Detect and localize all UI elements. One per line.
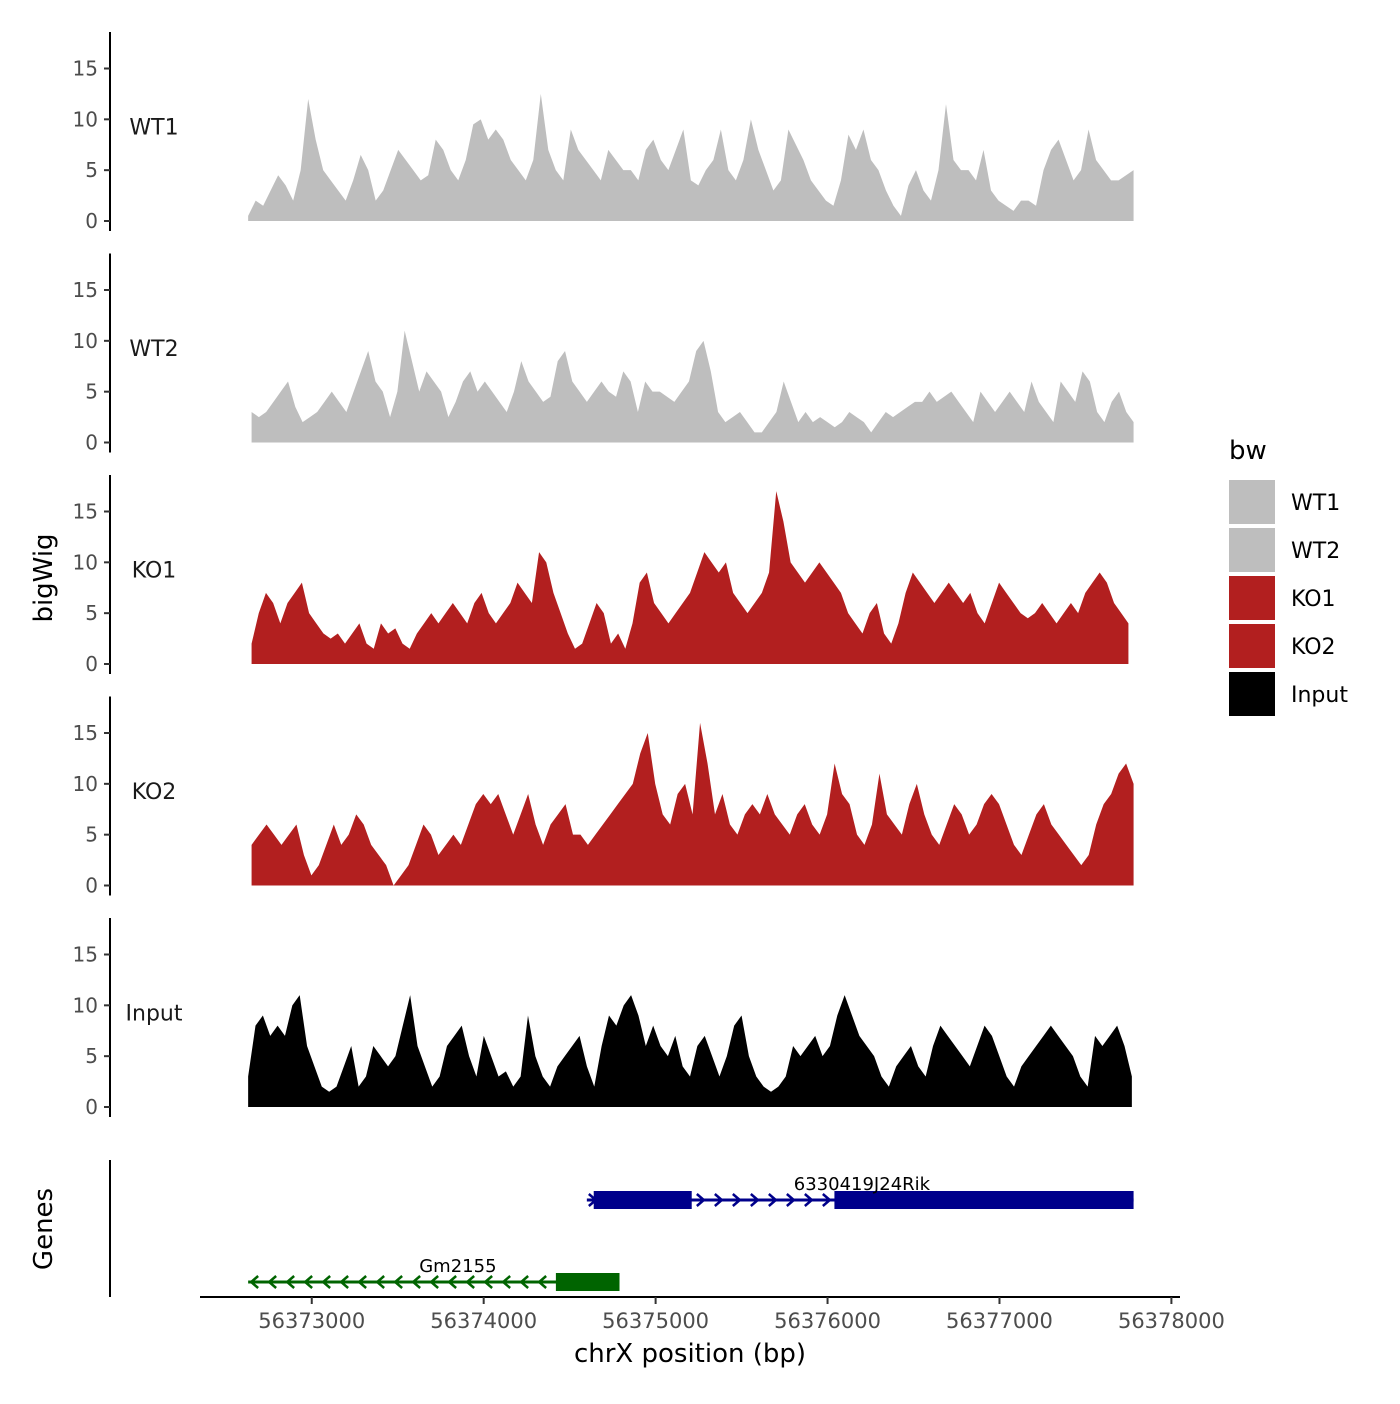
gene-strand-arrow-6330419J24Rik xyxy=(714,1193,724,1207)
gene-strand-arrow-Gm2155 xyxy=(285,1275,295,1289)
y-tick-label-WT2-0: 0 xyxy=(85,431,98,455)
x-tick-label-56374000: 56374000 xyxy=(430,1309,537,1333)
gene-strand-arrow-6330419J24Rik xyxy=(696,1193,706,1207)
gene-exon-6330419J24Rik-0 xyxy=(593,1191,692,1209)
x-tick-label-56377000: 56377000 xyxy=(946,1309,1053,1333)
y-tick-label-KO2-15: 15 xyxy=(73,721,98,745)
gene-label-6330419J24Rik: 6330419J24Rik xyxy=(794,1174,931,1195)
gene-strand-arrow-Gm2155 xyxy=(321,1275,331,1289)
legend-label-WT2: WT2 xyxy=(1291,539,1340,564)
y-tick-label-Input-15: 15 xyxy=(73,943,98,967)
legend-swatch-KO2 xyxy=(1229,624,1275,668)
gene-strand-arrow-Gm2155 xyxy=(519,1275,529,1289)
gene-strand-arrow-Gm2155 xyxy=(357,1275,367,1289)
gene-strand-arrow-6330419J24Rik xyxy=(750,1193,760,1207)
y-axis-title: bigWig xyxy=(29,533,59,622)
legend-label-KO2: KO2 xyxy=(1291,635,1336,660)
y-tick-label-KO1-5: 5 xyxy=(85,601,98,625)
x-tick-label-56378000: 56378000 xyxy=(1118,1309,1225,1333)
gene-strand-arrow-Gm2155 xyxy=(483,1275,493,1289)
y-tick-label-Input-10: 10 xyxy=(73,993,98,1017)
legend-swatch-WT1 xyxy=(1229,480,1275,524)
gene-strand-arrow-Gm2155 xyxy=(537,1275,547,1289)
panel-label-WT1: WT1 xyxy=(129,116,178,141)
gene-strand-arrow-Gm2155 xyxy=(249,1275,259,1289)
gene-strand-arrow-Gm2155 xyxy=(393,1275,403,1289)
gene-strand-arrow-6330419J24Rik xyxy=(822,1193,832,1207)
area-KO2 xyxy=(251,722,1134,886)
gene-exon-6330419J24Rik-1 xyxy=(834,1191,1134,1209)
x-tick-label-56373000: 56373000 xyxy=(258,1309,365,1333)
gene-strand-arrow-Gm2155 xyxy=(339,1275,349,1289)
y-tick-label-WT1-5: 5 xyxy=(85,158,98,182)
panel-label-KO2: KO2 xyxy=(132,780,177,805)
gene-strand-arrow-Gm2155 xyxy=(411,1275,421,1289)
y-tick-label-WT1-15: 15 xyxy=(73,57,98,81)
gene-strand-arrow-6330419J24Rik xyxy=(768,1193,778,1207)
legend-swatch-KO1 xyxy=(1229,576,1275,620)
x-tick-label-56376000: 56376000 xyxy=(774,1309,881,1333)
y-tick-label-KO1-10: 10 xyxy=(73,550,98,574)
y-tick-label-WT1-0: 0 xyxy=(85,209,98,233)
y-tick-label-Input-0: 0 xyxy=(85,1095,98,1119)
y-tick-label-WT2-10: 10 xyxy=(73,329,98,353)
y-tick-label-Input-5: 5 xyxy=(85,1044,98,1068)
panel-label-KO1: KO1 xyxy=(132,559,177,584)
gene-strand-arrow-Gm2155 xyxy=(429,1275,439,1289)
gene-strand-arrow-Gm2155 xyxy=(501,1275,511,1289)
area-WT2 xyxy=(251,330,1134,443)
gene-label-Gm2155: Gm2155 xyxy=(419,1256,496,1277)
y-tick-label-WT2-15: 15 xyxy=(73,278,98,302)
gene-strand-arrow-Gm2155 xyxy=(375,1275,385,1289)
y-tick-label-KO1-15: 15 xyxy=(73,500,98,524)
legend-swatch-WT2 xyxy=(1229,528,1275,572)
legend-label-Input: Input xyxy=(1291,683,1348,708)
area-KO1 xyxy=(251,491,1129,664)
panel-label-WT2: WT2 xyxy=(129,337,178,362)
gene-strand-arrow-6330419J24Rik xyxy=(786,1193,796,1207)
y-tick-label-WT2-5: 5 xyxy=(85,380,98,404)
genes-axis-title: Genes xyxy=(29,1188,59,1270)
legend-swatch-Input xyxy=(1229,672,1275,716)
y-tick-label-WT1-10: 10 xyxy=(73,107,98,131)
x-tick-label-56375000: 56375000 xyxy=(602,1309,709,1333)
y-tick-label-KO2-5: 5 xyxy=(85,823,98,847)
y-tick-label-KO1-0: 0 xyxy=(85,652,98,676)
legend-label-WT1: WT1 xyxy=(1291,491,1340,516)
gene-strand-arrow-Gm2155 xyxy=(267,1275,277,1289)
gene-strand-arrow-Gm2155 xyxy=(303,1275,313,1289)
area-Input xyxy=(248,995,1132,1107)
panel-label-Input: Input xyxy=(126,1002,183,1027)
gene-strand-arrow-Gm2155 xyxy=(465,1275,475,1289)
y-tick-label-KO2-0: 0 xyxy=(85,874,98,898)
legend-title: bw xyxy=(1229,436,1267,466)
legend-label-KO1: KO1 xyxy=(1291,587,1336,612)
x-axis-title: chrX position (bp) xyxy=(574,1339,806,1369)
gene-strand-arrow-Gm2155 xyxy=(447,1275,457,1289)
y-tick-label-KO2-10: 10 xyxy=(73,772,98,796)
gene-strand-arrow-6330419J24Rik xyxy=(804,1193,814,1207)
area-WT1 xyxy=(248,93,1134,221)
gene-exon-Gm2155-0 xyxy=(555,1273,620,1291)
gene-strand-arrow-6330419J24Rik xyxy=(732,1193,742,1207)
